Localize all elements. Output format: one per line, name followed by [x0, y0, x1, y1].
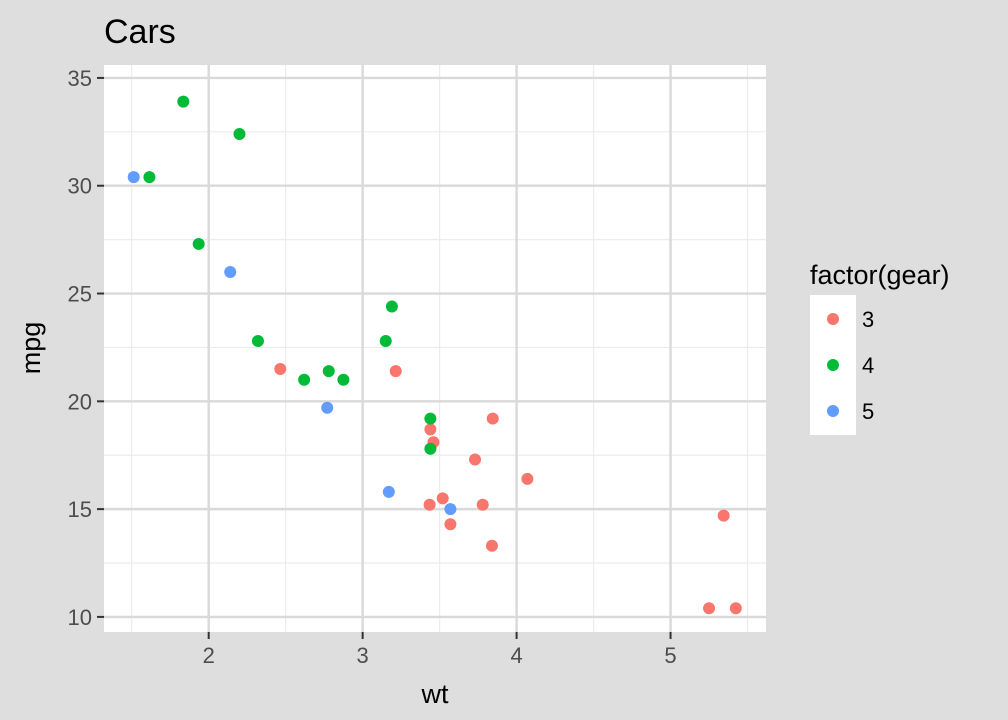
y-tick-label: 10 [68, 605, 92, 630]
data-point-gear-5 [321, 401, 334, 414]
legend-key-gear-3 [827, 313, 839, 325]
data-point-gear-4 [322, 365, 335, 378]
y-axis-title: mpg [16, 322, 46, 375]
data-point-gear-3 [703, 602, 716, 615]
legend-label-gear-5: 5 [862, 399, 874, 424]
y-tick-label: 20 [68, 389, 92, 414]
data-point-gear-4 [143, 171, 156, 184]
data-point-gear-4 [298, 373, 311, 386]
legend-title: factor(gear) [810, 260, 950, 290]
legend: factor(gear) 3 4 5 [810, 260, 950, 435]
data-point-gear-3 [476, 498, 489, 511]
data-point-gear-5 [224, 265, 237, 278]
data-point-gear-3 [729, 602, 742, 615]
y-tick-label: 15 [68, 497, 92, 522]
data-point-gear-4 [424, 412, 437, 425]
chart-title: Cars [104, 13, 176, 51]
data-point-gear-4 [177, 95, 190, 108]
y-tick-label: 25 [68, 282, 92, 307]
data-point-gear-3 [485, 539, 498, 552]
y-tick-label: 30 [68, 174, 92, 199]
data-point-gear-5 [382, 485, 395, 498]
legend-key-gear-5 [827, 405, 839, 417]
x-axis-title: wt [421, 679, 449, 709]
x-tick-label: 4 [510, 643, 522, 668]
x-tick-label: 2 [203, 643, 215, 668]
data-point-gear-3 [717, 509, 730, 522]
data-point-gear-4 [233, 127, 246, 140]
data-point-gear-5 [444, 503, 457, 516]
x-tick-label: 3 [357, 643, 369, 668]
data-point-gear-3 [469, 453, 482, 466]
data-point-gear-3 [424, 423, 437, 436]
data-point-gear-4 [385, 300, 398, 313]
data-point-gear-4 [192, 237, 205, 250]
data-point-gear-4 [424, 442, 437, 455]
data-point-gear-4 [337, 373, 350, 386]
data-point-gear-3 [521, 472, 534, 485]
data-point-gear-3 [389, 365, 402, 378]
data-point-gear-3 [423, 498, 436, 511]
data-point-gear-3 [444, 518, 457, 531]
data-point-gear-5 [127, 171, 140, 184]
plot-panel [104, 65, 766, 632]
y-tick-label: 35 [68, 66, 92, 91]
gridlines [104, 65, 766, 632]
legend-key-gear-4 [827, 359, 839, 371]
axis-ticks: 2 3 4 5 10 15 20 25 30 35 [68, 66, 677, 668]
data-point-gear-4 [251, 334, 264, 347]
data-point-gear-3 [274, 362, 287, 375]
data-point-gear-4 [379, 334, 392, 347]
legend-label-gear-3: 3 [862, 307, 874, 332]
data-point-gear-3 [436, 492, 449, 505]
x-tick-label: 5 [664, 643, 676, 668]
legend-label-gear-4: 4 [862, 353, 874, 378]
data-points [127, 95, 742, 615]
data-point-gear-3 [486, 412, 499, 425]
